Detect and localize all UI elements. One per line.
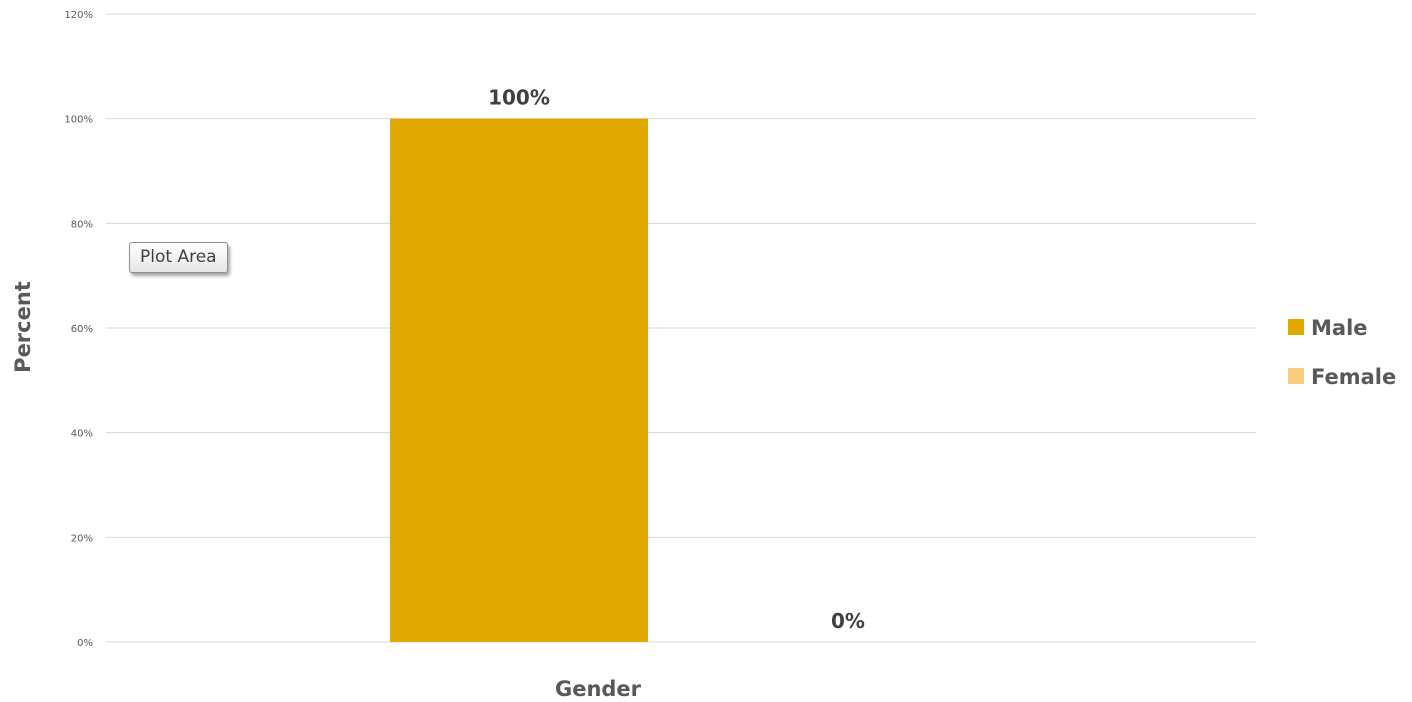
y-tick-label: 40% bbox=[71, 429, 93, 440]
legend-swatch-male bbox=[1288, 319, 1304, 335]
y-axis-ticks: 0% 20% 40% 60% 80% 100% 120% bbox=[64, 10, 93, 649]
legend: Male Female bbox=[1288, 316, 1396, 389]
gridlines bbox=[106, 13, 1256, 643]
y-tick-label: 120% bbox=[64, 10, 93, 21]
y-tick-label: 80% bbox=[71, 219, 93, 230]
y-tick-label: 0% bbox=[77, 638, 93, 649]
y-tick-label: 100% bbox=[64, 115, 93, 126]
x-axis-title: Gender bbox=[555, 677, 642, 701]
data-labels: 100% 0% bbox=[488, 86, 865, 633]
y-tick-label: 20% bbox=[71, 533, 93, 544]
bars bbox=[390, 118, 648, 642]
bar-male bbox=[390, 118, 648, 642]
legend-label-female: Female bbox=[1311, 365, 1396, 389]
y-tick-label: 60% bbox=[71, 324, 93, 335]
data-label-male: 100% bbox=[488, 86, 550, 110]
data-label-female: 0% bbox=[831, 609, 865, 633]
legend-swatch-female bbox=[1288, 368, 1304, 384]
plot-area-tooltip: Plot Area bbox=[129, 242, 228, 273]
legend-label-male: Male bbox=[1311, 316, 1368, 340]
y-axis-title: Percent bbox=[11, 281, 35, 373]
